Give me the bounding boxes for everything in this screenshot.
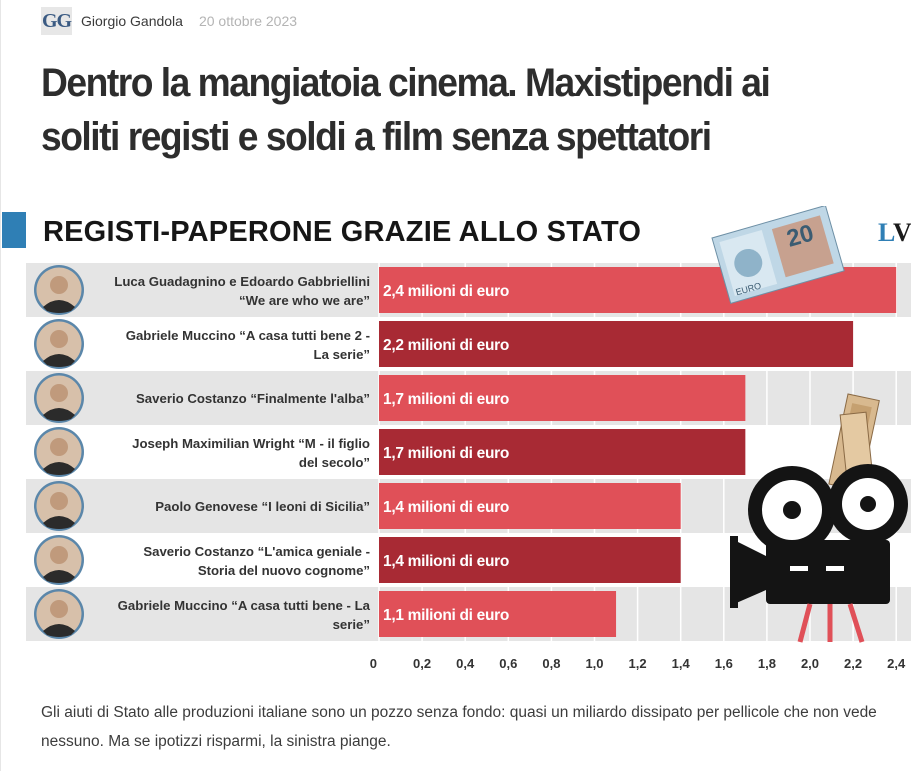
x-tick-label: 2,2 xyxy=(844,656,862,671)
x-tick-label: 0,2 xyxy=(413,656,431,671)
avatar xyxy=(34,535,84,585)
film-projector-illustration xyxy=(730,464,908,643)
byline: GG Giorgio Gandola 20 ottobre 2023 xyxy=(41,6,297,36)
x-tick-label: 0,4 xyxy=(456,656,475,671)
category-label: serie” xyxy=(333,617,370,632)
category-label: “We are who we are” xyxy=(239,293,370,308)
page-left-border xyxy=(0,0,1,771)
chart-title: REGISTI-PAPERONE GRAZIE ALLO STATO xyxy=(43,216,642,248)
article-caption: Gli aiuti di Stato alle produzioni itali… xyxy=(41,704,877,750)
bar xyxy=(379,591,617,637)
x-tick-label: 1,6 xyxy=(715,656,733,671)
avatar xyxy=(34,427,84,477)
bar-value-label: 1,4 milioni di euro xyxy=(383,499,509,516)
brand-logo[interactable]: LV xyxy=(878,218,911,248)
category-label: La serie” xyxy=(314,347,370,362)
article-headline: Dentro la mangiatoia cinema. Maxistipend… xyxy=(41,61,771,159)
category-label: Joseph Maximilian Wright “M - il figlio xyxy=(132,436,370,451)
avatar xyxy=(34,481,84,531)
category-label: Gabriele Muccino “A casa tutti bene - La xyxy=(118,598,371,613)
bar xyxy=(379,537,681,583)
x-tick-label: 0,8 xyxy=(542,656,560,671)
title-accent-bar xyxy=(2,212,26,248)
bar-value-label: 1,1 milioni di euro xyxy=(383,607,509,624)
x-tick-label: 1,0 xyxy=(585,656,603,671)
avatar xyxy=(34,373,84,423)
chart-infographic: 20 EURO xyxy=(0,206,911,681)
bar-value-label: 2,2 milioni di euro xyxy=(383,337,509,354)
banknote-illustration: 20 EURO xyxy=(711,206,845,304)
category-label: Gabriele Muccino “A casa tutti bene 2 - xyxy=(126,328,370,343)
bar xyxy=(379,483,681,529)
x-tick-label: 2,0 xyxy=(801,656,819,671)
bar-chart: 20 EURO xyxy=(26,206,911,671)
x-tick-label: 2,4 xyxy=(887,656,906,671)
brand-logo-v: V xyxy=(892,218,911,247)
x-tick-label: 1,4 xyxy=(672,656,691,671)
publish-date: 20 ottobre 2023 xyxy=(198,13,298,29)
category-label: Saverio Costanzo “L'amica geniale - xyxy=(143,544,370,559)
category-label: Saverio Costanzo “Finalmente l'alba” xyxy=(136,391,370,406)
category-label: del secolo” xyxy=(299,455,370,470)
bar-value-label: 1,4 milioni di euro xyxy=(383,553,509,570)
bar xyxy=(379,321,854,367)
bar-value-label: 1,7 milioni di euro xyxy=(383,445,509,462)
category-label: Paolo Genovese “I leoni di Sicilia” xyxy=(155,499,370,514)
category-label: Storia del nuovo cognome” xyxy=(198,563,370,578)
bar-value-label: 1,7 milioni di euro xyxy=(383,391,509,408)
bar-value-label: 2,4 milioni di euro xyxy=(383,283,509,300)
author-name[interactable]: Giorgio Gandola xyxy=(81,13,183,29)
avatar xyxy=(34,265,84,315)
avatar xyxy=(34,319,84,369)
brand-logo-l: L xyxy=(878,218,893,247)
x-tick-label: 0 xyxy=(370,656,377,671)
x-tick-label: 1,8 xyxy=(758,656,776,671)
author-logo[interactable]: GG xyxy=(41,7,72,35)
x-tick-label: 1,2 xyxy=(629,656,647,671)
bar xyxy=(379,375,746,421)
avatar xyxy=(34,589,84,639)
bar xyxy=(379,429,746,475)
x-tick-label: 0,6 xyxy=(499,656,517,671)
category-label: Luca Guadagnino e Edoardo Gabbriellini xyxy=(114,274,370,289)
